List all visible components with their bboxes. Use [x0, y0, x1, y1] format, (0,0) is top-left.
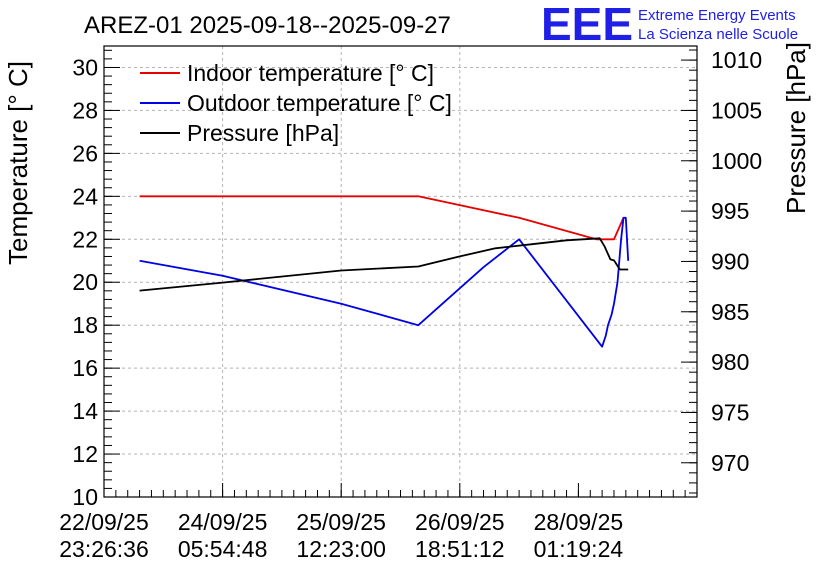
x-tick-time: 18:51:12: [415, 536, 505, 562]
series-line-1: [139, 216, 630, 348]
left-tick-label: 20: [72, 269, 98, 295]
x-tick-time: 23:26:36: [59, 536, 149, 562]
legend-label-1: Outdoor temperature [° C]: [187, 90, 452, 116]
x-tick-time: 01:19:24: [534, 536, 624, 562]
right-tick-label: 995: [711, 198, 749, 224]
left-tick-label: 12: [72, 441, 98, 467]
left-tick-label: 18: [72, 312, 98, 338]
x-tick-date: 24/09/25: [178, 509, 268, 535]
right-tick-label: 980: [711, 349, 749, 375]
series-line-0: [139, 195, 625, 241]
right-tick-label: 1000: [711, 148, 762, 174]
left-axis-title: Temperature [° C]: [3, 61, 33, 265]
series-layer: [139, 195, 630, 348]
series-line-2: [139, 237, 629, 292]
left-tick-label: 28: [72, 97, 98, 123]
right-tick-label: 990: [711, 248, 749, 274]
x-tick-time: 05:54:48: [178, 536, 268, 562]
right-tick-label: 1010: [711, 47, 762, 73]
left-tick-label: 10: [72, 484, 98, 510]
x-tick-date: 25/09/25: [296, 509, 386, 535]
left-tick-label: 26: [72, 140, 98, 166]
x-tick-time: 12:23:00: [296, 536, 386, 562]
eee-logo: EEE: [541, 0, 633, 50]
left-tick-label: 30: [72, 54, 98, 80]
x-tick-date: 28/09/25: [534, 509, 624, 535]
right-tick-label: 985: [711, 299, 749, 325]
left-tick-label: 14: [72, 398, 98, 424]
right-axis-title: Pressure [hPa]: [781, 42, 811, 214]
x-tick-date: 26/09/25: [415, 509, 505, 535]
logo-line-2: La Scienza nelle Scuole: [638, 26, 798, 43]
legend-label-0: Indoor temperature [° C]: [187, 60, 434, 86]
left-axis: 10 12 14 16 18 20 22 24 26 28 30: [72, 49, 120, 510]
left-tick-label: 16: [72, 355, 98, 381]
right-tick-label: 970: [711, 450, 749, 476]
right-tick-label: 1005: [711, 97, 762, 123]
x-tick-date: 22/09/25: [59, 509, 149, 535]
logo-line-1: Extreme Energy Events: [638, 7, 796, 24]
legend-label-2: Pressure [hPa]: [187, 120, 339, 146]
right-tick-label: 975: [711, 399, 749, 425]
right-axis: 970 975 980 985 990 995 1000 1005 1010: [681, 47, 762, 494]
left-tick-label: 22: [72, 226, 98, 252]
chart-title: AREZ-01 2025-09-18--2025-09-27: [84, 12, 451, 39]
left-tick-label: 24: [72, 183, 98, 209]
legend: Indoor temperature [° C] Outdoor temperat…: [140, 60, 452, 146]
